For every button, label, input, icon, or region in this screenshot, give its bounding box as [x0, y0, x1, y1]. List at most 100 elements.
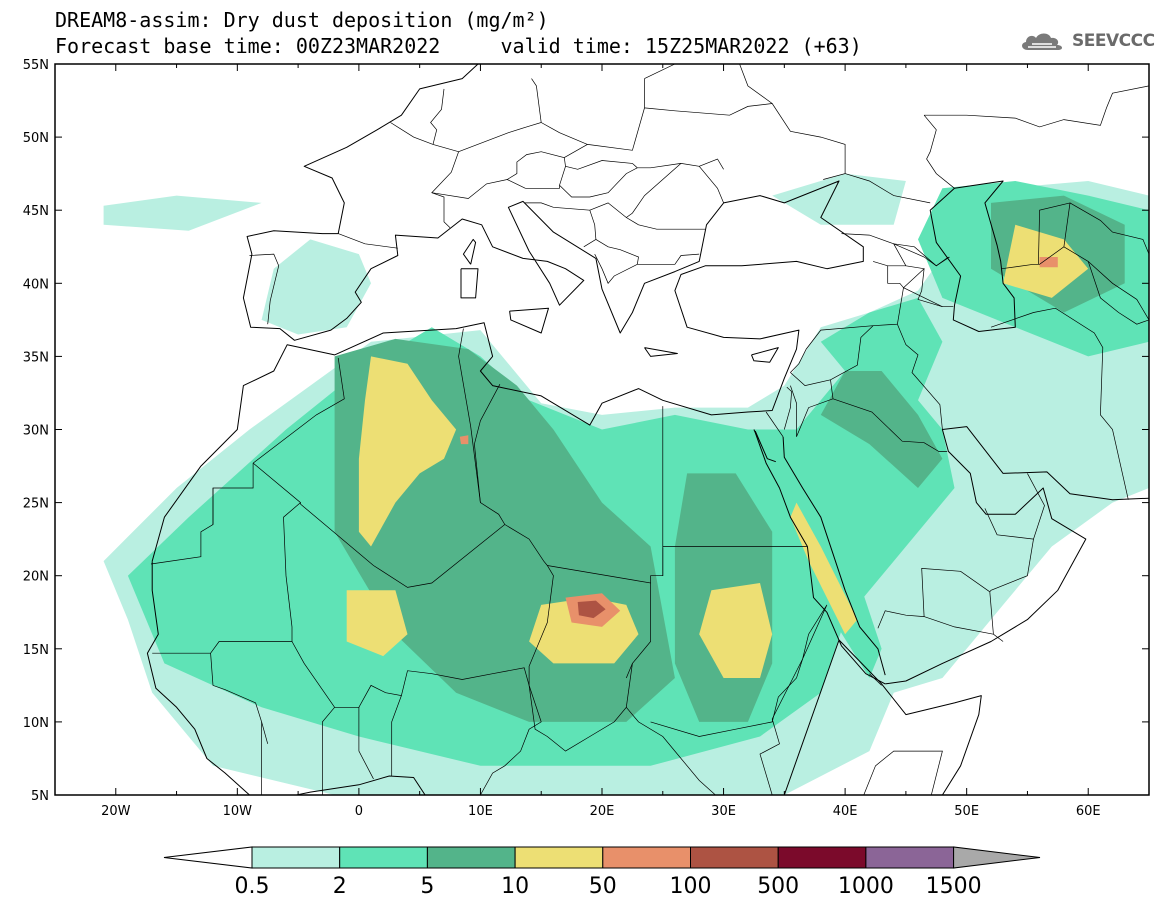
country-border — [790, 325, 874, 386]
country-border — [504, 524, 554, 686]
cloud-logo-icon — [1022, 33, 1063, 50]
x-tick-label: 10W — [223, 804, 253, 819]
colorbar-box — [339, 846, 428, 869]
y-tick-label: 10N — [23, 716, 49, 731]
colorbar-label: 50 — [589, 874, 617, 899]
country-border — [390, 122, 460, 228]
country-border — [897, 287, 954, 325]
country-border — [783, 386, 792, 430]
x-tick-label: 60E — [1076, 804, 1101, 819]
deposition-region-level-1 — [790, 458, 882, 678]
deposition-region-level-2 — [820, 371, 943, 488]
country-border — [844, 173, 931, 204]
deposition-region-level-0 — [103, 195, 262, 231]
x-tick-label: 0 — [355, 804, 363, 819]
country-border — [559, 167, 638, 198]
country-border — [525, 185, 560, 189]
geographic-boundaries — [146, 64, 1149, 795]
colorbar-label: 2 — [333, 874, 347, 899]
country-border — [869, 673, 882, 686]
country-border — [637, 163, 682, 169]
x-tick-label: 40E — [833, 804, 858, 819]
colorbar-box — [514, 846, 604, 869]
y-tick-label: 45N — [23, 204, 49, 219]
country-border — [589, 202, 706, 230]
country-border — [458, 328, 506, 525]
deposition-region-level-3 — [790, 502, 858, 635]
x-tick-label: 20E — [590, 804, 615, 819]
y-tick-label: 30N — [23, 424, 49, 439]
country-border — [338, 233, 398, 249]
colorbar-labels: 0.5 2 5 10 50 100 500 1000 1500 — [235, 874, 982, 899]
country-border — [917, 268, 943, 308]
coastline — [754, 430, 776, 463]
country-border — [626, 707, 716, 795]
deposition-region-level-0 — [261, 239, 371, 335]
country-border — [528, 663, 633, 752]
country-border — [322, 707, 335, 795]
country-border — [300, 503, 506, 588]
coastline — [783, 639, 982, 795]
coastline — [462, 238, 477, 265]
colorbar-box — [602, 846, 691, 869]
x-tick-label: 50E — [954, 804, 979, 819]
x-tick-label: 30E — [711, 804, 736, 819]
coastline — [782, 436, 886, 676]
coastline — [751, 347, 779, 363]
coastline — [509, 307, 549, 334]
country-border — [759, 658, 803, 795]
deposition-region-level-3 — [358, 356, 457, 547]
deposition-region-level-4 — [1039, 257, 1058, 268]
country-border — [921, 568, 991, 617]
coastline — [929, 180, 1016, 332]
deposition-region-level-5 — [577, 600, 606, 619]
country-border — [863, 750, 943, 795]
country-border — [872, 261, 925, 288]
colorbar-under-arrow — [163, 846, 253, 869]
country-border — [541, 78, 645, 151]
colorbar-box — [251, 846, 341, 869]
coastline — [885, 426, 1149, 685]
country-border — [507, 151, 566, 186]
country-border — [1069, 202, 1149, 255]
country-border — [595, 239, 639, 265]
coastline — [294, 775, 426, 795]
country-border — [923, 114, 955, 189]
y-tick-label: 50N — [23, 131, 49, 146]
y-tick-label: 40N — [23, 277, 49, 292]
country-border — [358, 707, 374, 780]
map-title: DREAM8-assim: Dry dust deposition (mg/m²… — [55, 8, 549, 32]
country-border — [990, 307, 1129, 500]
country-border — [790, 379, 834, 437]
colorbar-box — [690, 846, 779, 869]
country-border — [431, 179, 526, 199]
country-border — [625, 583, 651, 679]
country-border — [152, 502, 301, 654]
colorbar-label: 0.5 — [235, 874, 270, 899]
country-border — [897, 324, 943, 430]
coastline — [151, 64, 864, 562]
colorbar-label: 10 — [501, 874, 529, 899]
deposition-region-level-4 — [459, 435, 469, 445]
country-border — [1087, 261, 1149, 325]
country-border — [249, 253, 280, 325]
country-border — [765, 411, 784, 437]
country-border — [564, 144, 588, 158]
coastline — [460, 268, 479, 299]
coastline — [146, 561, 250, 795]
colorbar-box — [865, 846, 955, 869]
country-border — [644, 64, 676, 79]
country-border — [474, 384, 501, 503]
country-border — [565, 160, 638, 170]
y-tick-label: 35N — [23, 350, 49, 365]
country-border — [644, 103, 846, 180]
y-tick-label: 20N — [23, 570, 49, 585]
country-border — [841, 233, 950, 267]
country-border — [594, 253, 700, 284]
country-border — [790, 323, 898, 373]
map-subtitle: Forecast base time: 00Z23MAR2022 valid t… — [55, 34, 862, 58]
country-border — [210, 653, 269, 744]
colorbar-label: 1000 — [838, 874, 894, 899]
